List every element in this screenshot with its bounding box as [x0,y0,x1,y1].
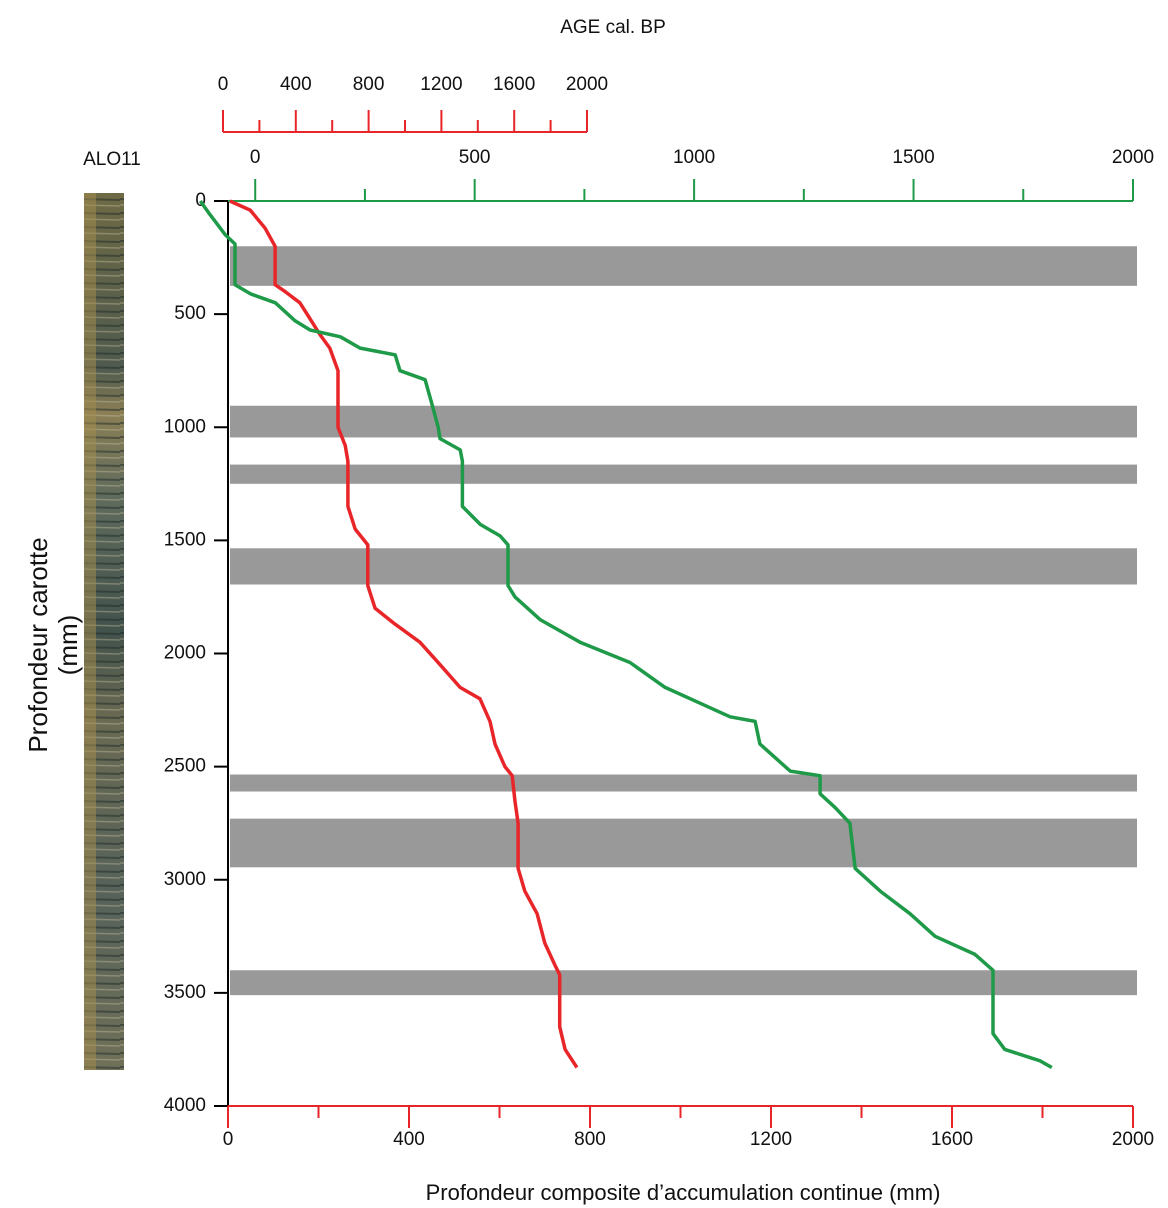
x-axis-label: Profondeur composite d’accumulation cont… [426,1180,941,1205]
y-tick-label: 2500 [164,756,206,777]
chart-title: AGE cal. BP [560,17,666,38]
x2-axis-tick-label: 1000 [673,147,715,168]
x-axis-tick-label: 800 [574,1129,606,1150]
core-image [84,193,124,1070]
x3-axis-tick-label: 800 [353,74,385,95]
x-axis-tick-label: 1600 [931,1129,973,1150]
y-tick-label: 3000 [164,869,206,890]
x3-axis-tick-label: 1200 [420,74,462,95]
y-tick-label: 1000 [164,416,206,437]
y-tick-label: 3500 [164,982,206,1003]
y-tick-label: 0 [195,190,206,211]
x-axis-tick-label: 2000 [1112,1129,1154,1150]
y-tick-label: 500 [174,303,206,324]
data-line [198,199,1053,1070]
y-axis-label: Profondeur carotte (mm) [23,537,83,752]
x-axis-tick-label: 0 [223,1129,234,1150]
x3-axis-tick-label: 0 [218,74,229,95]
y-tick-label: 4000 [164,1095,206,1116]
x2-axis-tick-label: 0 [250,147,261,168]
core-label: ALO11 [83,149,141,170]
shaded-interval [230,774,1137,792]
x3-axis-tick-label: 1600 [493,74,535,95]
shaded-interval [230,970,1137,996]
x3-axis-tick-label: 2000 [566,74,608,95]
data-line [229,199,579,1069]
y-axis-label-line: (mm) [53,615,83,676]
shaded-interval [230,246,1137,286]
y-tick-label: 1500 [164,529,206,550]
y-axis-label-line: Profondeur carotte [23,537,53,752]
y-tick-label: 2000 [164,643,206,664]
x2-axis-tick-label: 2000 [1112,147,1154,168]
x2-axis-tick-label: 1500 [892,147,934,168]
x-axis-tick-label: 400 [393,1129,425,1150]
x-axis-tick-label: 1200 [750,1129,792,1150]
x3-axis-tick-label: 400 [280,74,312,95]
shaded-interval [230,548,1137,585]
shaded-interval [230,464,1137,484]
shaded-interval [230,818,1137,868]
shaded-interval [230,405,1137,438]
x2-axis-tick-label: 500 [459,147,491,168]
